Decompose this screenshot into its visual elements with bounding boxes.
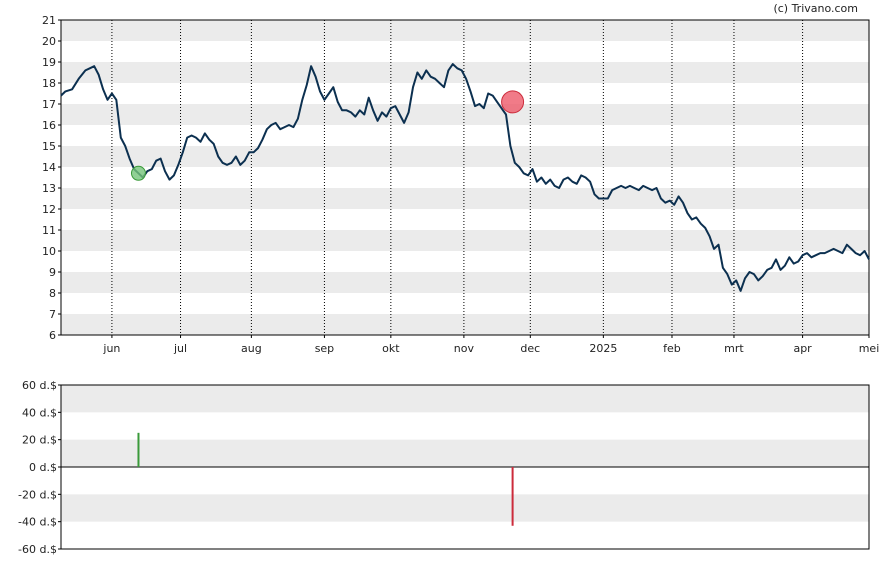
y-tick-label: 40 d.$ <box>22 406 57 419</box>
credit-label: (c) Trivano.com <box>773 2 858 15</box>
x-tick-label: mrt <box>724 342 744 355</box>
y-tick-label: 18 <box>42 77 56 90</box>
x-tick-label: jun <box>102 342 120 355</box>
y-tick-label: 8 <box>49 287 56 300</box>
grid-band <box>61 385 869 413</box>
y-tick-label: 20 d.$ <box>22 434 57 447</box>
y-tick-label: 11 <box>42 224 56 237</box>
grid-band <box>61 20 869 41</box>
grid-band <box>61 230 869 251</box>
y-tick-label: 9 <box>49 266 56 279</box>
x-tick-label: jul <box>173 342 187 355</box>
y-tick-label: -40 d.$ <box>18 516 57 529</box>
x-tick-label: mei <box>859 342 880 355</box>
y-tick-label: 7 <box>49 308 56 321</box>
grid-band <box>61 272 869 293</box>
price-line <box>60 63 870 292</box>
grid-band <box>61 146 869 167</box>
x-tick-label: feb <box>663 342 681 355</box>
sell-signal-marker <box>501 90 525 114</box>
x-tick-label: aug <box>241 342 262 355</box>
x-tick-label: dec <box>520 342 540 355</box>
grid-band <box>61 314 869 335</box>
grid-band <box>61 494 869 522</box>
y-tick-label: 12 <box>42 203 56 216</box>
x-tick-label: 2025 <box>589 342 617 355</box>
y-tick-label: -20 d.$ <box>18 488 57 501</box>
price-chart: 6 7 8 9 10 11 12 13 14 15 16 17 18 19 20 21 jun jul aug sep… <box>42 14 879 355</box>
y-tick-label: -60 d.$ <box>18 543 57 556</box>
x-tick-label: nov <box>454 342 475 355</box>
plot-frame <box>60 19 870 336</box>
x-tick-label: okt <box>382 342 400 355</box>
y-tick-label: 10 <box>42 245 56 258</box>
y-tick-label: 21 <box>42 14 56 27</box>
y-tick-label: 20 <box>42 35 56 48</box>
y-tick-label: 17 <box>42 98 56 111</box>
y-tick-label: 15 <box>42 140 56 153</box>
x-tick-label: sep <box>315 342 334 355</box>
buy-signal-marker <box>130 165 146 181</box>
y-tick-label: 0 d.$ <box>29 461 57 474</box>
y-tick-label: 60 d.$ <box>22 379 57 392</box>
y-tick-label: 14 <box>42 161 56 174</box>
y-tick-label: 13 <box>42 182 56 195</box>
y-tick-label: 19 <box>42 56 56 69</box>
y-tick-label: 16 <box>42 119 56 132</box>
grid-band <box>61 188 869 209</box>
x-tick-label: apr <box>793 342 812 355</box>
grid-band <box>61 62 869 83</box>
y-tick-label: 6 <box>49 329 56 342</box>
grid-band <box>61 104 869 125</box>
grid-band <box>61 439 869 467</box>
signal-chart: 60 d.$ 40 d.$ 20 d.$ 0 d.$ -20 d.$ -40 d.$ -60… <box>18 379 870 556</box>
